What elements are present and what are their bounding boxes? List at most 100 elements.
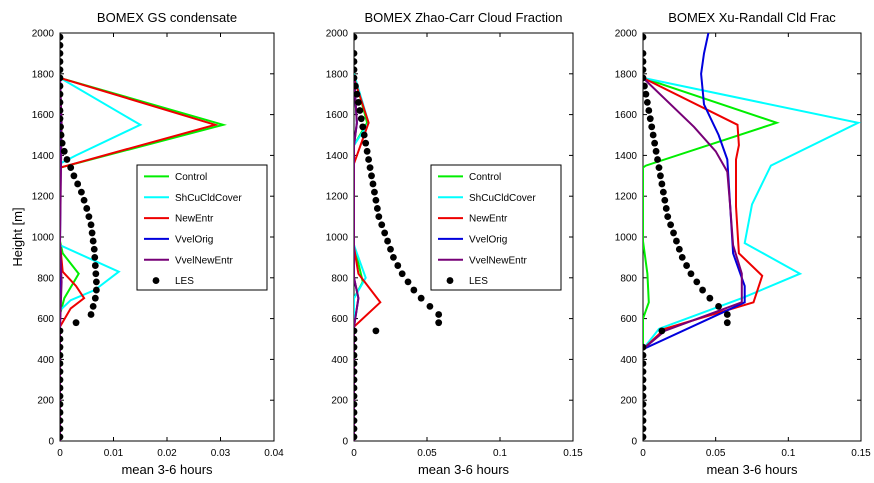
chart-title: BOMEX Zhao-Carr Cloud Fraction xyxy=(365,10,563,25)
series-les-point xyxy=(390,254,397,261)
series-les-point xyxy=(654,156,661,163)
series-les-point xyxy=(410,286,418,294)
legend-label-les: LES xyxy=(175,276,194,287)
series-les-point xyxy=(88,229,96,237)
x-axis-label: mean 3-6 hours xyxy=(418,462,510,477)
series-les-point xyxy=(72,319,80,327)
y-tick-label: 1600 xyxy=(326,110,349,121)
series-les-point xyxy=(693,278,701,286)
series-les-point xyxy=(83,205,91,212)
legend-label-vvelorig: VvelOrig xyxy=(469,234,507,245)
x-tick-label: 0 xyxy=(640,448,646,459)
y-tick-label: 1200 xyxy=(615,192,638,203)
series-les-point xyxy=(87,311,95,318)
series-les-point xyxy=(362,139,370,147)
chart-title: BOMEX GS condensate xyxy=(97,10,237,25)
series-les-point xyxy=(643,50,647,57)
series-les-point xyxy=(354,384,358,392)
series-les-point xyxy=(384,237,391,245)
series-les-point xyxy=(60,147,68,155)
series-les-point xyxy=(706,294,714,302)
series-les-point xyxy=(92,278,100,286)
series-newentr-line xyxy=(643,77,764,350)
series-les-point xyxy=(683,262,690,269)
series-les-point xyxy=(60,50,64,57)
series-les-point xyxy=(643,384,647,392)
legend: Control ShCuCldCover NewEntr VvelOrig VvelNe… xyxy=(430,164,562,291)
series-vvelorig-line xyxy=(643,33,746,351)
x-tick-label: 0.05 xyxy=(706,448,726,459)
y-tick-label: 1800 xyxy=(32,69,55,80)
x-tick-label: 0.04 xyxy=(264,448,284,459)
series-les-point xyxy=(354,90,361,98)
legend-label-newentr: NewEntr xyxy=(175,214,214,225)
series-les-point xyxy=(354,66,358,74)
series-les-point xyxy=(354,335,358,343)
series-les-point xyxy=(670,229,677,237)
series-control-line xyxy=(354,73,369,441)
series-les-point xyxy=(60,33,64,41)
y-tick-label: 1200 xyxy=(32,192,55,203)
y-tick-label: 800 xyxy=(331,273,348,284)
legend-label-vvelorig: VvelOrig xyxy=(175,234,213,245)
series-les-point xyxy=(354,327,358,335)
series-les-point xyxy=(435,319,443,327)
series-newentr-line xyxy=(60,76,219,441)
series-les-point xyxy=(658,180,666,188)
series-group xyxy=(354,33,443,441)
series-les-point xyxy=(63,156,71,163)
series-les-point xyxy=(643,82,648,90)
series-les-point xyxy=(89,237,97,245)
series-les-point xyxy=(363,147,371,155)
y-tick-label: 200 xyxy=(620,396,637,407)
series-les-point xyxy=(60,392,64,400)
x-tick-label: 0.1 xyxy=(781,448,795,459)
series-les-point xyxy=(354,368,358,376)
series-vvelnewentr-line xyxy=(643,77,743,350)
series-les-point xyxy=(662,205,670,212)
series-les-point xyxy=(91,254,99,261)
y-tick-label: 1000 xyxy=(326,233,349,244)
series-les-point xyxy=(643,66,647,74)
series-les-point xyxy=(687,270,695,278)
x-axis-label: mean 3-6 hours xyxy=(121,462,213,477)
y-tick-label: 0 xyxy=(48,437,54,448)
y-tick-label: 1800 xyxy=(615,69,638,80)
series-les-point xyxy=(74,180,82,188)
series-les-point xyxy=(354,58,358,65)
series-les-point xyxy=(354,417,358,424)
series-les-point xyxy=(426,302,434,310)
y-tick-label: 600 xyxy=(620,314,637,325)
series-les-point xyxy=(699,286,706,294)
y-tick-label: 2000 xyxy=(32,29,55,40)
series-les-point xyxy=(723,319,731,327)
series-les-point xyxy=(372,196,380,204)
y-tick-label: 1400 xyxy=(326,151,349,162)
series-les-point xyxy=(648,123,656,131)
series-les-point xyxy=(643,417,647,424)
y-tick-label: 400 xyxy=(37,355,54,366)
series-les-point xyxy=(366,164,374,172)
y-axis-label: Height [m] xyxy=(10,207,25,266)
legend-label-shcucldcover: ShCuCldCover xyxy=(175,193,242,204)
y-tick-label: 1600 xyxy=(615,110,638,121)
series-les-point xyxy=(657,172,664,180)
x-tick-label: 0.15 xyxy=(851,448,871,459)
legend-box xyxy=(430,164,562,291)
series-les-point xyxy=(368,172,375,180)
series-newentr-line xyxy=(354,77,382,441)
series-les-point xyxy=(649,131,657,139)
series-les-point xyxy=(60,74,64,82)
legend-box xyxy=(136,164,268,291)
series-les-point xyxy=(652,147,660,155)
series-les-point xyxy=(373,205,381,212)
series-les-point xyxy=(643,33,647,41)
series-les-point xyxy=(60,115,64,123)
chart-panel-1: BOMEX GS condensate 0 0.01 0.02 0.03 0.04 0 200… xyxy=(10,10,284,477)
series-les-point xyxy=(80,196,88,204)
series-les-point xyxy=(60,335,64,343)
x-tick-label: 0.15 xyxy=(563,448,583,459)
chart-panel-3: BOMEX Xu-Randall Cld Frac 0 0.05 0.1 0.15 0 20… xyxy=(615,10,871,477)
series-les-point xyxy=(646,115,654,123)
series-les-point xyxy=(60,409,64,416)
